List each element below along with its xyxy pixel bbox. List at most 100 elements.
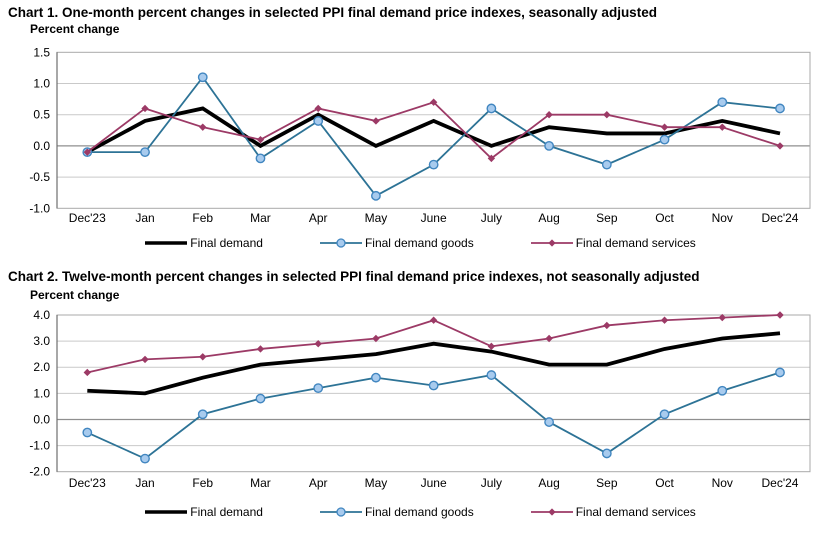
chart-1-legend: Final demand Final demand goods Final dema…	[0, 234, 840, 252]
final-demand-services-legend-label: Final demand services	[575, 236, 696, 250]
circle-marker	[717, 97, 728, 108]
diamond-marker	[429, 98, 438, 106]
diamond-marker	[314, 104, 322, 113]
diamond-marker	[372, 334, 380, 343]
final-demand-legend-label: Final demand	[190, 236, 263, 250]
diamond-marker	[776, 142, 784, 150]
chart-2-x-tick-label: July	[481, 476, 502, 490]
chart-2-x-tick-label: May	[365, 476, 388, 490]
circle-marker	[371, 190, 381, 201]
chart-2-final-demand-line	[87, 331, 781, 396]
circle-marker	[313, 116, 324, 126]
chart-2-x-tick-label: June	[421, 476, 447, 490]
chart-2-x-tick-labels: Dec'23 Jan Feb Mar Apr May June July Aug Sep Oct No…	[69, 476, 799, 490]
chart-1-x-tick-label: June	[421, 211, 447, 225]
final-demand-legend-line-icon	[145, 241, 188, 245]
chart-1-x-tick-label: Nov	[712, 211, 733, 225]
circle-marker	[544, 141, 554, 151]
circle-marker	[197, 409, 208, 420]
chart-2-y-tick-label: 3.0	[33, 334, 50, 348]
final-demand-services-legend-line-icon	[530, 508, 573, 516]
circle-marker	[601, 448, 612, 459]
chart-1-plot-border	[56, 51, 811, 209]
chart-2-y-tick-label: -1.0	[29, 439, 50, 453]
chart-2-gridlines	[57, 340, 810, 447]
chart-2-legend-item-final-demand-services: Final demand services	[530, 505, 696, 519]
final-demand-goods-legend-line-icon	[319, 507, 362, 517]
chart-2-y-tick-label: 2.0	[33, 360, 50, 374]
circle-marker	[255, 393, 266, 404]
chart-2-y-tick-label: 1.0	[33, 386, 50, 400]
diamond-marker	[141, 104, 149, 113]
diamond-marker	[545, 111, 553, 119]
chart-2-x-tick-label: Feb	[192, 476, 213, 490]
final-demand-legend-label: Final demand	[190, 505, 263, 519]
circle-marker	[428, 380, 439, 391]
chart-2-x-tick-label: Mar	[250, 476, 271, 490]
circle-marker	[486, 103, 497, 114]
circle-marker	[775, 367, 785, 378]
final-demand-goods-legend-label: Final demand goods	[364, 505, 474, 519]
diamond-marker	[199, 123, 207, 131]
chart-2-x-tick-label: Apr	[309, 476, 328, 490]
chart-2-y-tick-label: 0.0	[33, 412, 50, 426]
diamond-marker	[141, 355, 149, 364]
chart-2-y-axis-label: Percent change	[30, 288, 120, 302]
chart-1-legend-item-final-demand-services: Final demand services	[530, 236, 696, 250]
diamond-marker	[487, 154, 496, 163]
chart-1-y-tick-label: -1.0	[29, 201, 50, 215]
diamond-marker	[256, 345, 265, 353]
circle-marker	[659, 409, 670, 420]
chart-2-y-tick-labels: 4.0 3.0 2.0 1.0 0.0 -1.0 -2.0	[29, 308, 50, 479]
circle-marker	[255, 153, 266, 164]
diamond-marker	[83, 148, 91, 156]
circle-marker	[717, 385, 728, 396]
diamond-marker	[603, 321, 611, 330]
chart-1-final-demand-services-markers	[83, 98, 784, 163]
chart-1-legend-item-final-demand: Final demand	[144, 236, 263, 250]
chart-1-final-demand-goods-markers	[82, 72, 785, 201]
chart-1-plot: 1.5 1.0 0.5 0.0 -0.5 -1.0 Dec'23 Jan Feb Mar Apr Ma…	[29, 45, 811, 225]
chart-2-y-tick-label: 4.0	[33, 308, 50, 322]
chart-2-plot: 4.0 3.0 2.0 1.0 0.0 -1.0 -2.0 Dec'23 Jan Feb Mar Ap…	[29, 308, 811, 490]
chart-1-y-tick-label: 1.0	[33, 77, 50, 91]
diamond-marker	[776, 311, 784, 319]
chart-1-x-tick-label: Oct	[655, 211, 674, 225]
diamond-marker	[718, 313, 726, 322]
circle-marker	[544, 417, 554, 427]
circle-marker	[486, 370, 497, 380]
chart-2-legend: Final demand Final demand goods Final dema…	[0, 503, 840, 521]
circle-marker	[659, 134, 670, 145]
chart-2-x-tick-label: Dec'24	[762, 476, 799, 490]
chart-1-y-tick-label: 0.5	[33, 108, 50, 122]
diamond-marker	[660, 123, 669, 131]
chart-1-x-tick-label: May	[365, 211, 388, 225]
chart-1-final-demand-line	[86, 106, 781, 154]
chart-2-final-demand-services-markers	[83, 311, 784, 377]
diamond-marker	[199, 353, 207, 361]
diamond-marker	[372, 117, 380, 125]
chart-2-x-tick-label: Nov	[712, 476, 733, 490]
chart-1-final-demand-goods-line	[87, 75, 781, 197]
chart-1-x-tick-label: Dec'23	[69, 211, 106, 225]
chart-2-title: Chart 2. Twelve-month percent changes in…	[8, 269, 700, 284]
diamond-marker	[256, 135, 265, 144]
chart-2-x-tick-label: Jan	[135, 476, 154, 490]
diamond-marker	[660, 316, 669, 324]
chart-1-x-tick-label: Feb	[192, 211, 213, 225]
circle-marker	[82, 427, 93, 438]
final-demand-services-legend-label: Final demand services	[575, 505, 696, 519]
circle-marker	[371, 372, 381, 383]
chart-1-x-tick-label: Aug	[538, 211, 559, 225]
circle-marker	[428, 159, 439, 170]
chart-2-x-tick-label: Dec'23	[69, 476, 106, 490]
diamond-marker	[718, 123, 726, 131]
chart-1-x-tick-label: Dec'24	[762, 211, 799, 225]
circle-marker	[140, 453, 150, 464]
final-demand-services-legend-line-icon	[530, 239, 573, 247]
circle-marker	[140, 147, 150, 158]
circle-marker	[775, 103, 785, 114]
circle-marker	[313, 383, 324, 394]
diamond-marker	[603, 111, 611, 119]
chart-1-x-tick-label: July	[481, 211, 502, 225]
